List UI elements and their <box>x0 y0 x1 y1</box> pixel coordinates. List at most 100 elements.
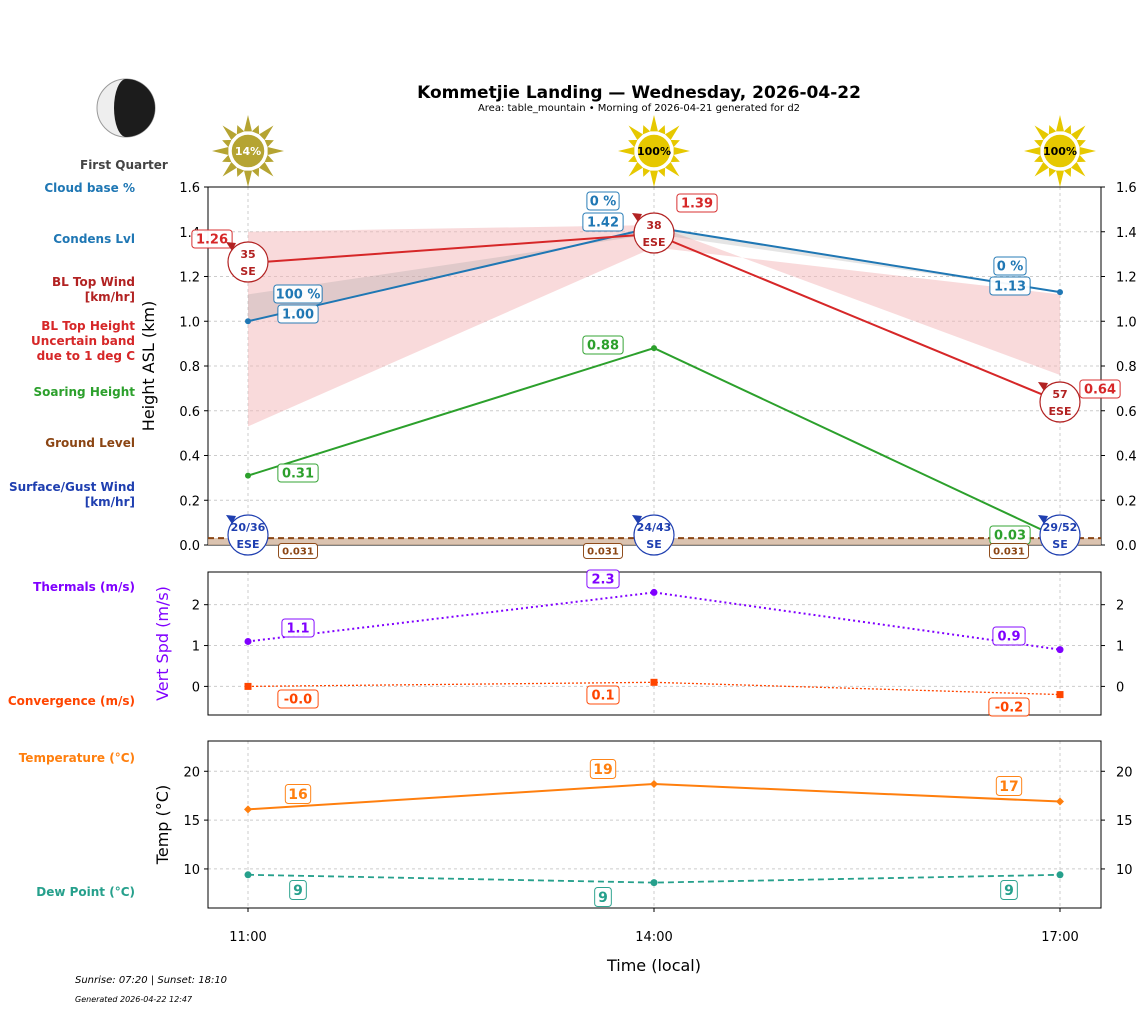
sun-disc <box>1042 133 1078 169</box>
bl-top-label: 1.26 <box>196 233 228 248</box>
sun-rays <box>618 115 690 187</box>
dewpoint-label: 9 <box>293 883 303 899</box>
temperature-point <box>650 779 658 788</box>
y-tick-label-right: 15 <box>1116 814 1133 829</box>
y-tick-label: 0.6 <box>179 405 200 420</box>
y-axis-label: Vert Spd (m/s) <box>153 586 172 701</box>
label-condens: Condens Lvl <box>53 232 135 246</box>
thermals-label-box <box>281 618 315 638</box>
generated-time: Generated 2026-04-22 12:47 <box>75 995 193 1004</box>
thermals-line <box>247 591 1061 651</box>
surface-wind-direction: ESE <box>237 538 260 551</box>
ground-label-box <box>989 543 1029 559</box>
bl-top-label-box <box>676 193 718 213</box>
soaring-label-box <box>277 463 319 483</box>
y-tick-label-right: 1.6 <box>1116 181 1137 196</box>
bl-wind-direction: ESE <box>643 236 666 249</box>
label-thermals: Thermals (m/s) <box>33 580 135 594</box>
sun-rays <box>212 115 284 187</box>
surface-wind-circle <box>1039 514 1081 556</box>
condens-label-box <box>989 276 1031 296</box>
cloud-base-label-box <box>993 256 1027 276</box>
dewpoint-line <box>247 873 1061 884</box>
y-tick-label: 0.0 <box>179 539 200 554</box>
bl-wind-speed: 35 <box>240 248 255 261</box>
y-tick-label: 1.6 <box>179 181 200 196</box>
y-tick-label-right: 1 <box>1116 640 1124 655</box>
y-tick-label-right: 0.6 <box>1116 405 1137 420</box>
y-tick-label-right: 1.0 <box>1116 315 1137 330</box>
sun-icon: 100% <box>1024 115 1096 187</box>
surface-wind-speed: 24/43 <box>637 521 672 534</box>
temperature-point <box>1056 797 1064 806</box>
surface-wind-arrow-icon <box>226 515 236 524</box>
thermals-label: 1.1 <box>286 622 309 637</box>
thermals-point <box>1056 646 1064 654</box>
bl-wind-direction: ESE <box>1049 405 1072 418</box>
soaring-line <box>247 347 1061 540</box>
cloud-base-label: 0 % <box>997 260 1024 275</box>
convergence-label: -0.0 <box>284 693 312 708</box>
condens-point <box>1057 289 1063 296</box>
x-axis-label: Time (local) <box>606 956 701 975</box>
surface-wind-arrow-icon <box>632 515 642 524</box>
moon-phase-label: First Quarter <box>80 158 168 172</box>
surface-wind-direction: SE <box>646 538 661 551</box>
y-axis-label: Height ASL (km) <box>139 301 158 431</box>
y-tick-label-right: 10 <box>1116 863 1133 878</box>
thermals-label-box <box>992 626 1026 646</box>
chart-subtitle: Area: table_mountain • Morning of 2026-0… <box>477 103 801 114</box>
soaring-label: 0.31 <box>282 467 314 482</box>
ground-label: 0.031 <box>587 547 619 558</box>
convergence-line <box>247 681 1061 696</box>
soaring-label-box <box>582 335 624 355</box>
soaring-point <box>245 472 251 479</box>
y-tick-label: 0.4 <box>179 450 200 465</box>
sunrise-sunset: Sunrise: 07:20 | Sunset: 18:10 <box>75 975 228 986</box>
dewpoint-label-box <box>1000 880 1018 900</box>
thermals-label-box <box>586 569 620 589</box>
y-tick-label: 1.0 <box>179 315 200 330</box>
surface-wind-circle <box>227 514 269 556</box>
sun-icon: 14% <box>212 115 284 187</box>
convergence-label-box <box>586 685 620 705</box>
cloud-fill <box>248 227 1060 322</box>
y-tick-label: 10 <box>183 863 200 878</box>
cloud-base-label-box <box>586 191 620 211</box>
y-tick-label: 1 <box>192 640 200 655</box>
bl-wind-arrow-icon <box>1038 382 1048 391</box>
temperature-label: 17 <box>999 779 1018 795</box>
condens-label: 1.13 <box>994 280 1026 295</box>
bl-uncertainty-band <box>248 225 1060 427</box>
convergence-point <box>650 678 658 686</box>
dewpoint-point <box>650 879 658 887</box>
y-tick-label-right: 1.4 <box>1116 226 1137 241</box>
cloud-base-label-box <box>273 284 323 304</box>
y-tick-label: 20 <box>183 765 200 780</box>
plot-frame <box>207 571 1102 716</box>
label-convergence: Convergence (m/s) <box>7 694 135 708</box>
thermals-point <box>650 588 658 596</box>
label-soaring: Soaring Height <box>33 385 136 399</box>
convergence-point <box>1056 691 1064 699</box>
bl-wind-direction: SE <box>240 265 255 278</box>
dewpoint-point <box>244 871 252 879</box>
ground-label: 0.031 <box>282 547 314 558</box>
y-tick-label-right: 0 <box>1116 680 1124 695</box>
convergence-label-box <box>988 697 1030 717</box>
thermals-label: 0.9 <box>997 630 1020 645</box>
moon-dark-side <box>114 79 155 137</box>
surface-wind-circle <box>633 514 675 556</box>
bl-wind-arrow-icon <box>632 213 642 222</box>
ground-label-box <box>278 543 318 559</box>
ground-label: 0.031 <box>993 547 1025 558</box>
dewpoint-label: 9 <box>598 890 608 906</box>
bl-top-label: 1.39 <box>681 197 713 212</box>
surface-wind-speed: 20/36 <box>231 521 266 534</box>
sun-disc <box>636 133 672 169</box>
label-ground: Ground Level <box>45 436 135 450</box>
soaring-label: 0.03 <box>994 529 1026 544</box>
convergence-label-box <box>277 689 319 709</box>
ground-label-box <box>583 543 623 559</box>
